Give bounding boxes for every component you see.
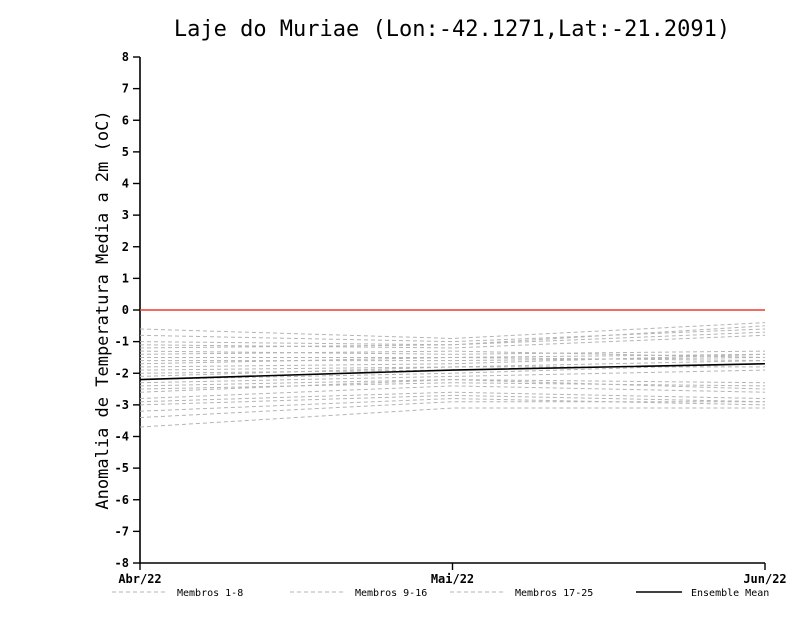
y-tick-label: 8 <box>122 50 129 64</box>
y-tick-label: -4 <box>115 430 129 444</box>
y-tick-label: 0 <box>122 303 129 317</box>
y-axis-label: Anomalia de Temperatura Media a 2m (oC) <box>93 110 113 509</box>
ensemble-member-line <box>139 394 766 406</box>
ensemble-member-line <box>139 385 766 400</box>
legend-label: Membros 9-16 <box>355 588 427 599</box>
ensemble-member-line <box>139 379 766 393</box>
x-tick-label: Abr/22 <box>118 572 161 586</box>
y-tick-label: -2 <box>115 366 129 380</box>
ensemble-member-line <box>140 353 766 358</box>
x-tick-label: Mai/22 <box>431 572 474 586</box>
y-tick-label: -5 <box>115 461 129 475</box>
y-tick-label: 1 <box>122 271 129 285</box>
chart-title: Laje do Muriae (Lon:-42.1271,Lat:-21.209… <box>174 17 730 42</box>
ensemble-member-line <box>139 407 765 428</box>
y-tick-label: 4 <box>122 177 129 191</box>
legend-label: Membros 17-25 <box>515 588 593 599</box>
y-tick-label: 2 <box>122 240 129 254</box>
ensemble-member-line <box>139 353 766 368</box>
ensemble-member-line <box>139 366 765 377</box>
ensemble-member-line <box>139 331 766 349</box>
ensemble-member-line <box>139 356 766 365</box>
legend-label: Membros 1-8 <box>177 588 243 599</box>
ensemble-member-line <box>139 360 766 371</box>
ensemble-member-line <box>139 369 766 384</box>
ensemble-mean-line <box>139 362 766 381</box>
legend: Membros 1-8 Membros 9-16 Membros 17-25 Ense… <box>112 588 769 599</box>
ensemble-member-line <box>139 322 766 339</box>
ensemble-member-line <box>139 398 766 412</box>
y-tick-label: 6 <box>122 113 129 127</box>
y-tick-label: -8 <box>115 556 129 570</box>
ensemble-member-line <box>139 379 766 387</box>
ensemble-member-line <box>139 401 765 419</box>
y-tick-label: 7 <box>122 82 129 96</box>
ensemble-member-line <box>139 363 766 381</box>
ensemble-member-line <box>139 328 766 343</box>
y-tick-label: -7 <box>115 524 129 538</box>
x-tick-label: Jun/22 <box>743 572 786 586</box>
ensemble-member-line <box>140 356 766 362</box>
legend-label: Ensemble Mean <box>691 588 769 599</box>
y-tick-label: -6 <box>115 493 129 507</box>
ensemble-member-line <box>139 350 766 355</box>
plot-area: -8 -7 -6 -5 -4 -3 -2 -1 0 1 2 3 4 5 6 7 8 Abr/22 Mai/22 Jun… <box>115 50 787 586</box>
ensemble-member-line <box>139 382 766 390</box>
y-tick-label: 5 <box>122 145 129 159</box>
ensemble-member-line <box>139 334 766 349</box>
ensemble-member-line <box>139 325 766 346</box>
y-tick-label: 3 <box>122 208 129 222</box>
y-tick-label: -3 <box>115 398 129 412</box>
y-tick-label: -1 <box>115 335 129 349</box>
ensemble-member-line <box>139 391 766 403</box>
